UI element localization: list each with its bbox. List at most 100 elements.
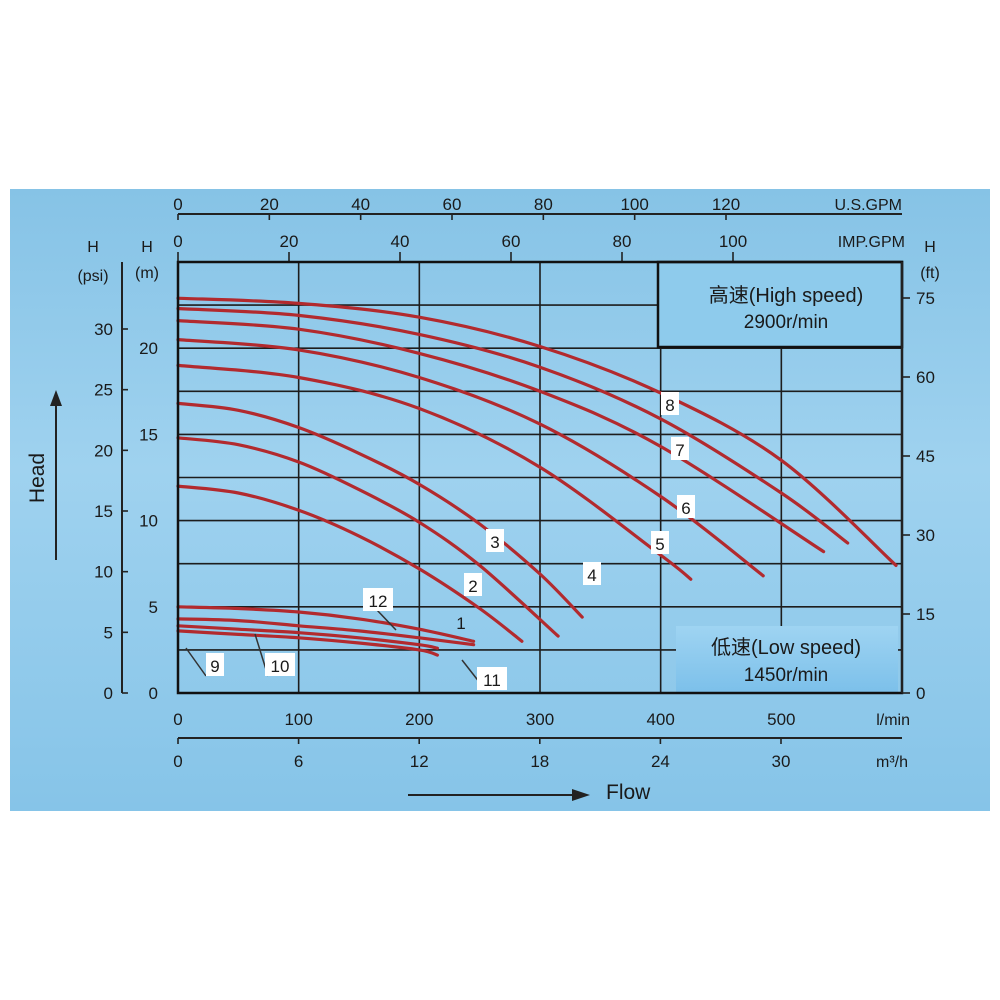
lmin-ticks: 0 100 200 300 400 500: [173, 710, 795, 729]
ft-tick-label: 15: [916, 605, 935, 624]
curve-8: [176, 296, 898, 567]
curve-label-box-12: [363, 588, 393, 611]
psi-tick-label: 25: [94, 381, 113, 400]
curve-2: [176, 436, 560, 638]
low-speed-rpm: 1450r/min: [744, 665, 829, 686]
lmin-tick-label: 400: [646, 710, 674, 729]
ft-tick-label: 0: [916, 684, 925, 703]
imp-gpm-tick-label: 20: [280, 232, 299, 251]
m3h-tick-label: 0: [173, 752, 182, 771]
curve-7: [176, 306, 850, 545]
lmin-tick-label: 200: [405, 710, 433, 729]
high-speed-legend: 高速(High speed) 2900r/min: [656, 260, 904, 349]
curve-label-9: 9: [210, 657, 219, 676]
ft-axis-unit: (ft): [920, 265, 940, 282]
m3h-ticks: 0 6 12 18 24 30: [173, 738, 790, 771]
lmin-unit-label: l/min: [876, 712, 910, 729]
us-gpm-tick-label: 100: [620, 195, 648, 214]
pump-curves: [176, 296, 898, 657]
psi-tick-label: 15: [94, 502, 113, 521]
curve-label-box-7: [671, 437, 689, 460]
head-axis-title: Head: [26, 453, 49, 503]
m3h-tick-label: 24: [651, 752, 670, 771]
curve-label-12: 12: [369, 592, 388, 611]
ft-tick-label: 45: [916, 447, 935, 466]
lmin-tick-label: 0: [173, 710, 182, 729]
us-gpm-ticks: 0 20 40 60 80 100 120: [173, 195, 740, 220]
curve-label-box-9: [206, 653, 224, 676]
curve-11: [176, 617, 476, 647]
curve-label-box-4: [583, 562, 601, 585]
curve-label-3: 3: [490, 533, 499, 552]
us-gpm-tick-label: 120: [712, 195, 740, 214]
high-speed-rpm: 2900r/min: [744, 312, 829, 333]
ft-tick-label: 30: [916, 526, 935, 545]
lmin-tick-label: 300: [526, 710, 554, 729]
leader-line-12: [375, 608, 397, 631]
m-axis-h: H: [141, 239, 153, 256]
m3h-tick-label: 18: [530, 752, 549, 771]
curve-label-10: 10: [271, 657, 290, 676]
psi-tick-label: 5: [104, 623, 113, 642]
curve-label-box-11: [477, 667, 507, 690]
imp-gpm-tick-label: 40: [391, 232, 410, 251]
curve-label-11: 11: [483, 671, 501, 690]
imp-gpm-ticks: 0 20 40 60 80 100: [173, 232, 747, 262]
psi-axis-h: H: [87, 239, 99, 256]
us-gpm-tick-label: 40: [351, 195, 370, 214]
imp-gpm-unit-label: IMP.GPM: [838, 234, 905, 251]
curve-label-box-2: [464, 573, 482, 596]
ft-tick-label: 75: [916, 289, 935, 308]
curve-label-7: 7: [675, 441, 684, 460]
curve-label-4: 4: [587, 566, 596, 585]
psi-tick-label: 20: [94, 441, 113, 460]
curve-4: [176, 363, 693, 581]
curve-label-box-6: [677, 495, 695, 518]
psi-tick-label: 30: [94, 320, 113, 339]
m-tick-label: 10: [139, 512, 158, 531]
high-speed-title: 高速(High speed): [709, 284, 864, 307]
m-tick-label: 20: [139, 339, 158, 358]
curve-label-box-5: [651, 531, 669, 554]
curve-label-box-8: [661, 392, 679, 415]
us-gpm-unit-label: U.S.GPM: [834, 197, 902, 214]
m3h-unit-label: m³/h: [876, 754, 908, 771]
m3h-tick-label: 6: [294, 752, 303, 771]
us-gpm-tick-label: 80: [534, 195, 553, 214]
ft-tick-label: 60: [916, 368, 935, 387]
m-axis-unit: (m): [135, 265, 159, 282]
curve-9: [176, 629, 439, 657]
m3h-tick-label: 12: [410, 752, 429, 771]
curve-1: [176, 484, 524, 643]
curve-label-1: 1: [456, 614, 465, 633]
curve-label-5: 5: [655, 535, 664, 554]
imp-gpm-tick-label: 80: [613, 232, 632, 251]
curve-label-2: 2: [468, 577, 477, 596]
m3h-tick-label: 30: [772, 752, 791, 771]
curve-label-box-3: [486, 529, 504, 552]
flow-axis-title-group: Flow: [408, 781, 651, 804]
psi-tick-label: 0: [104, 684, 113, 703]
m-ticks: 0 5 10 15 20: [139, 339, 158, 703]
m-tick-label: 15: [139, 425, 158, 444]
imp-gpm-tick-label: 100: [719, 232, 747, 251]
low-speed-legend: 低速(Low speed) 1450r/min: [676, 626, 898, 692]
m-tick-label: 0: [149, 684, 158, 703]
curve-12: [176, 605, 476, 643]
curve-6: [176, 319, 826, 554]
curve-3: [176, 401, 584, 619]
ft-ticks: 0 15 30 45 60 75: [902, 289, 935, 703]
m-tick-label: 5: [149, 598, 158, 617]
us-gpm-tick-label: 0: [173, 195, 182, 214]
low-speed-title: 低速(Low speed): [711, 636, 861, 659]
psi-axis-unit: (psi): [77, 268, 108, 285]
leader-line-9: [185, 647, 207, 677]
ft-axis-h: H: [924, 239, 936, 256]
lmin-tick-label: 100: [284, 710, 312, 729]
psi-tick-label: 10: [94, 563, 113, 582]
curve-label-6: 6: [681, 499, 690, 518]
psi-ticks: 0 5 10 15 20 25 30: [94, 320, 128, 703]
curve-10: [176, 624, 439, 650]
lmin-tick-label: 500: [767, 710, 795, 729]
